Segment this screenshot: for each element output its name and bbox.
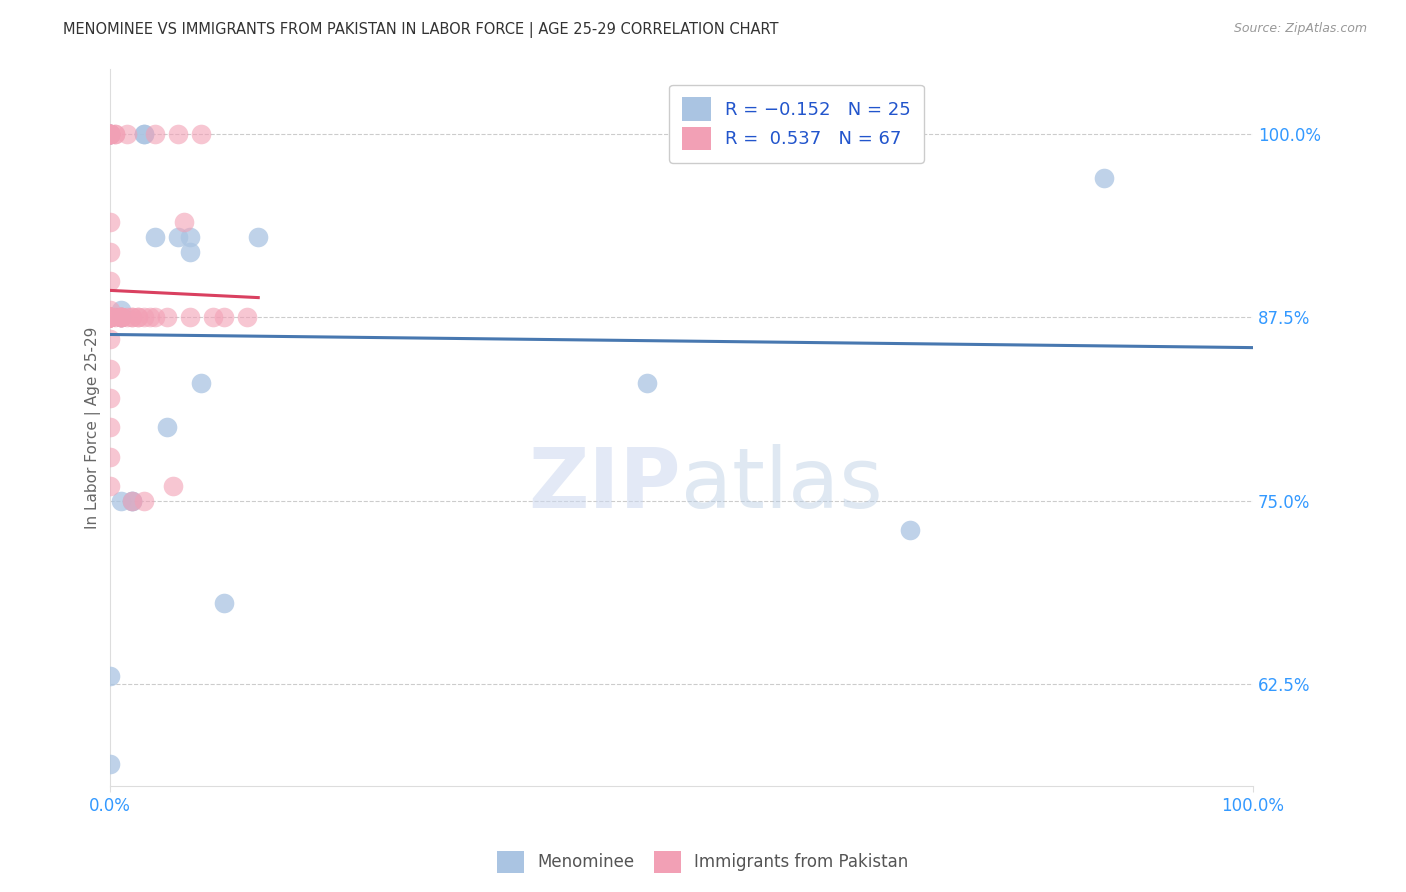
- Point: [98, 310, 121, 325]
- Point: [110, 310, 132, 325]
- Point: [98, 128, 121, 142]
- Point: [98, 310, 121, 325]
- Point: [98, 310, 121, 325]
- Point: [143, 128, 166, 142]
- Point: [138, 310, 160, 325]
- Point: [121, 310, 143, 325]
- Point: [98, 128, 121, 142]
- Point: [104, 128, 127, 142]
- Point: [173, 215, 195, 229]
- Point: [121, 493, 143, 508]
- Point: [236, 310, 259, 325]
- Point: [110, 310, 132, 325]
- Point: [98, 391, 121, 405]
- Point: [98, 669, 121, 683]
- Point: [98, 128, 121, 142]
- Point: [98, 310, 121, 325]
- Point: [162, 479, 184, 493]
- Point: [98, 128, 121, 142]
- Point: [98, 128, 121, 142]
- Point: [121, 310, 143, 325]
- Point: [212, 310, 235, 325]
- Point: [98, 128, 121, 142]
- Point: [179, 310, 201, 325]
- Point: [190, 376, 212, 391]
- Point: [98, 215, 121, 229]
- Point: [98, 757, 121, 772]
- Point: [132, 310, 155, 325]
- Point: [132, 493, 155, 508]
- Point: [110, 310, 132, 325]
- Point: [898, 523, 921, 537]
- Point: [110, 303, 132, 318]
- Point: [110, 310, 132, 325]
- Text: MENOMINEE VS IMMIGRANTS FROM PAKISTAN IN LABOR FORCE | AGE 25-29 CORRELATION CHA: MENOMINEE VS IMMIGRANTS FROM PAKISTAN IN…: [63, 22, 779, 38]
- Point: [1092, 171, 1115, 186]
- Point: [115, 128, 138, 142]
- Y-axis label: In Labor Force | Age 25-29: In Labor Force | Age 25-29: [86, 326, 101, 529]
- Point: [98, 128, 121, 142]
- Point: [98, 310, 121, 325]
- Point: [143, 230, 166, 244]
- Point: [98, 479, 121, 493]
- Point: [98, 310, 121, 325]
- Point: [98, 274, 121, 288]
- Point: [98, 310, 121, 325]
- Point: [98, 310, 121, 325]
- Legend: Menominee, Immigrants from Pakistan: Menominee, Immigrants from Pakistan: [491, 845, 915, 880]
- Point: [98, 361, 121, 376]
- Point: [636, 376, 658, 391]
- Point: [98, 128, 121, 142]
- Point: [167, 128, 190, 142]
- Point: [104, 128, 127, 142]
- Point: [132, 128, 155, 142]
- Point: [127, 310, 149, 325]
- Point: [156, 310, 179, 325]
- Point: [98, 310, 121, 325]
- Text: Source: ZipAtlas.com: Source: ZipAtlas.com: [1233, 22, 1367, 36]
- Point: [98, 333, 121, 347]
- Point: [110, 310, 132, 325]
- Point: [98, 310, 121, 325]
- Point: [98, 310, 121, 325]
- Point: [98, 244, 121, 259]
- Point: [98, 310, 121, 325]
- Point: [98, 310, 121, 325]
- Point: [190, 128, 212, 142]
- Legend: R = −0.152   N = 25, R =  0.537   N = 67: R = −0.152 N = 25, R = 0.537 N = 67: [669, 85, 924, 162]
- Point: [98, 310, 121, 325]
- Point: [104, 310, 127, 325]
- Point: [247, 230, 270, 244]
- Point: [143, 310, 166, 325]
- Point: [110, 310, 132, 325]
- Point: [98, 310, 121, 325]
- Point: [110, 310, 132, 325]
- Point: [110, 493, 132, 508]
- Point: [167, 230, 190, 244]
- Point: [98, 420, 121, 434]
- Point: [98, 310, 121, 325]
- Point: [115, 310, 138, 325]
- Point: [179, 230, 201, 244]
- Point: [98, 128, 121, 142]
- Point: [98, 310, 121, 325]
- Text: atlas: atlas: [682, 444, 883, 525]
- Point: [98, 128, 121, 142]
- Point: [98, 310, 121, 325]
- Point: [121, 493, 143, 508]
- Point: [121, 493, 143, 508]
- Point: [156, 420, 179, 434]
- Point: [98, 310, 121, 325]
- Point: [127, 310, 149, 325]
- Point: [98, 128, 121, 142]
- Point: [98, 303, 121, 318]
- Point: [98, 310, 121, 325]
- Point: [98, 128, 121, 142]
- Point: [98, 450, 121, 464]
- Point: [179, 244, 201, 259]
- Point: [201, 310, 224, 325]
- Point: [132, 128, 155, 142]
- Text: ZIP: ZIP: [529, 444, 682, 525]
- Point: [212, 596, 235, 610]
